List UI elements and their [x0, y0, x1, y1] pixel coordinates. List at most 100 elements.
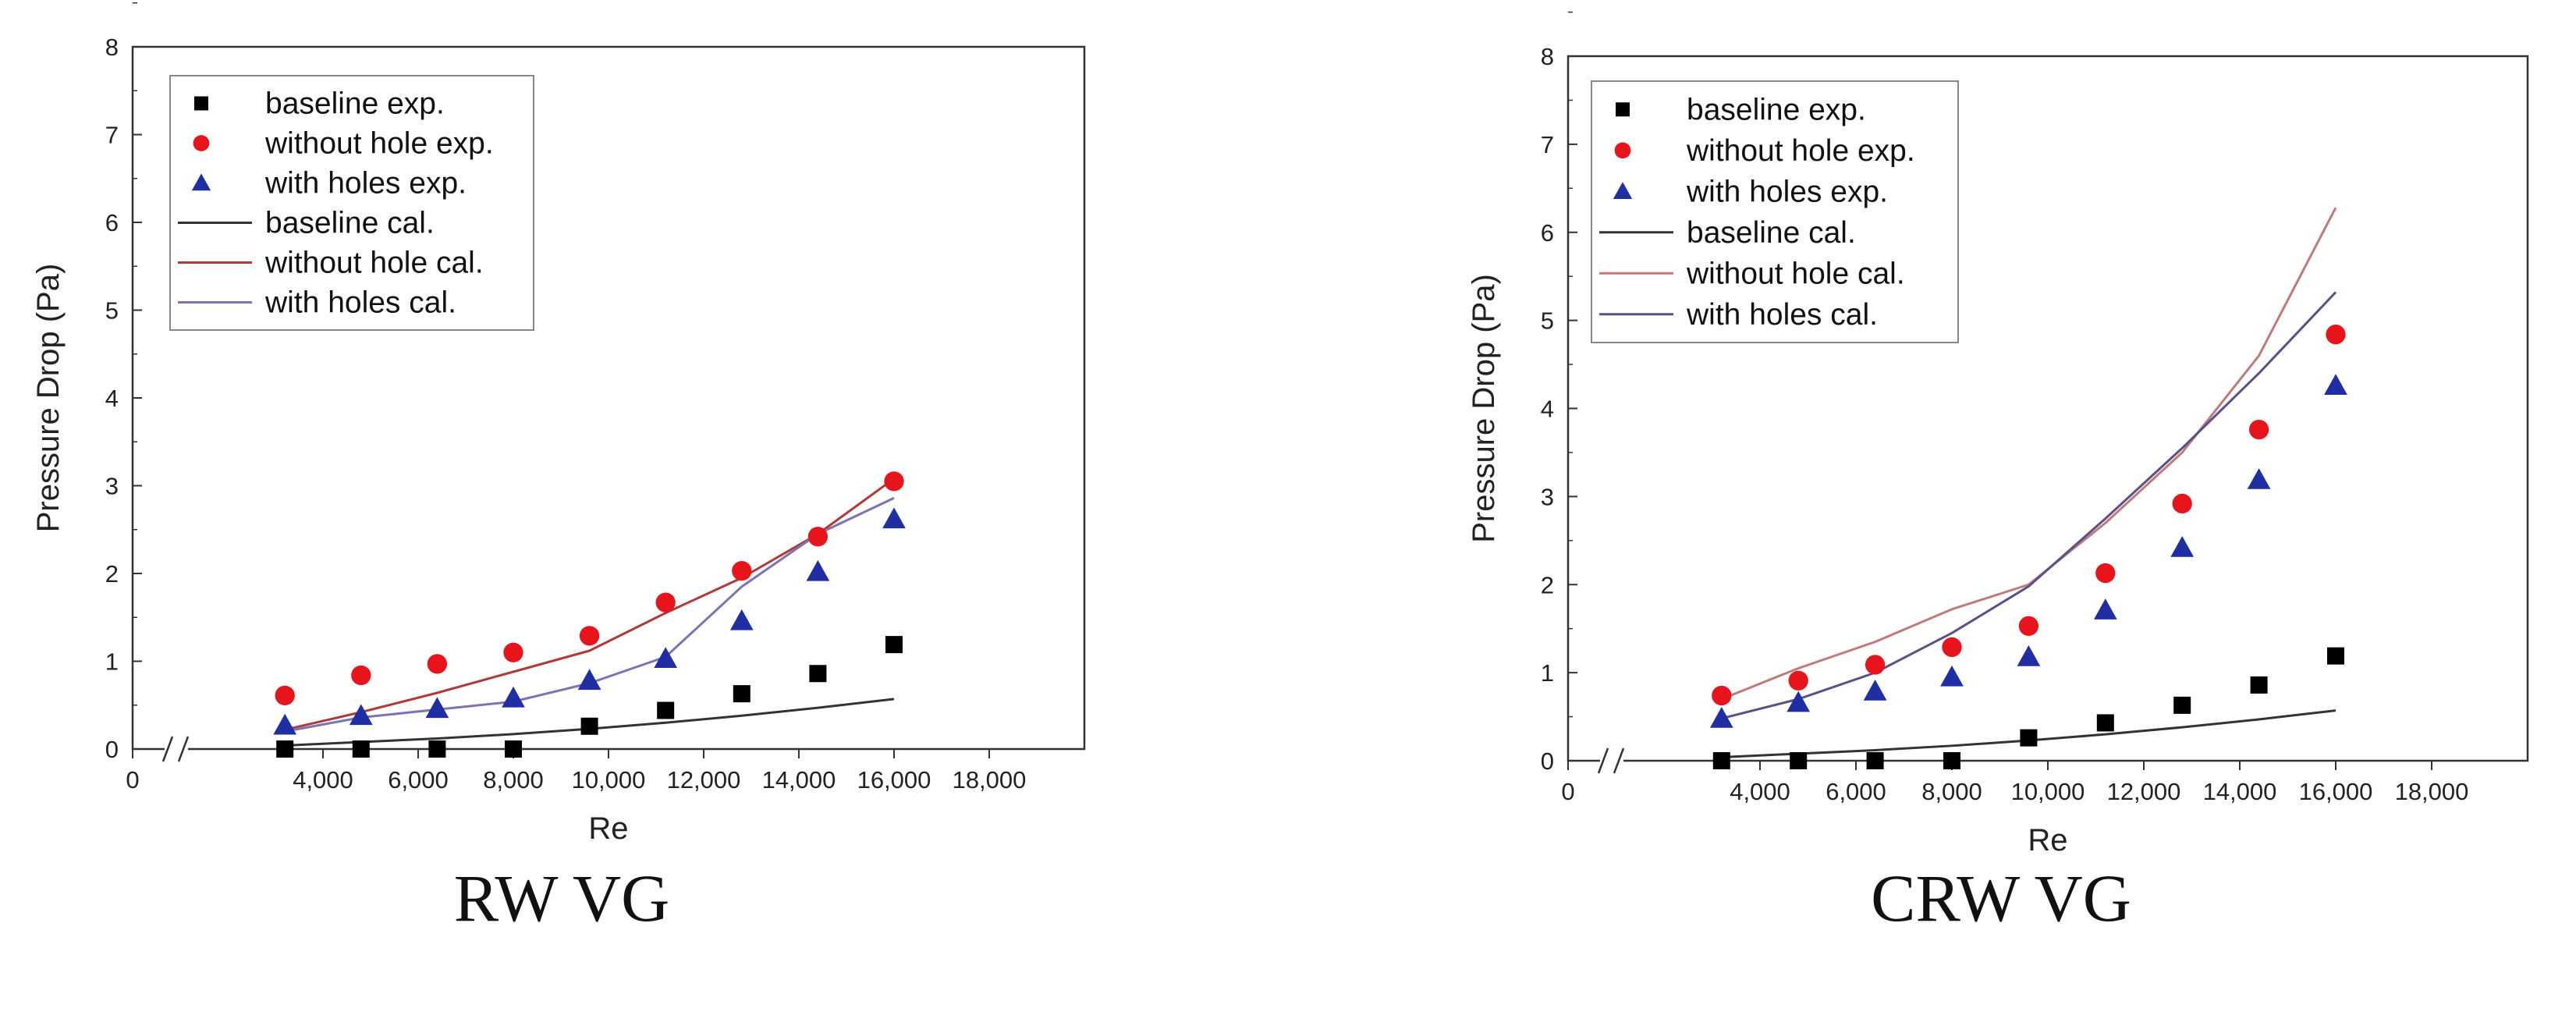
legend-label: with holes cal. [264, 286, 456, 320]
data-point-without-hole-exp [732, 560, 752, 581]
data-point-baseline-exp [1866, 752, 1884, 769]
data-point-with-holes-exp [1940, 665, 1964, 687]
data-point-baseline-exp [733, 685, 750, 703]
series-line-without-hole-cal [284, 478, 895, 731]
y-tick-label: 8 [105, 34, 119, 61]
data-point-without-hole-exp [579, 626, 600, 646]
legend-label: with holes exp. [264, 167, 467, 201]
panel-caption: RW VG [454, 861, 669, 936]
y-tick-label: 7 [105, 122, 119, 149]
legend-label: with holes cal. [1686, 298, 1878, 332]
legend-label: without hole cal. [264, 247, 484, 280]
data-point-without-hole-exp [1865, 655, 1886, 675]
data-point-without-hole-exp [1788, 670, 1808, 691]
data-point-without-hole-exp [1942, 637, 1962, 658]
x-tick-label: 0 [126, 766, 139, 794]
y-tick-label: 8 [1541, 43, 1554, 70]
data-point-with-holes-exp [1787, 691, 1811, 712]
x-tick-label: 10,000 [572, 766, 646, 794]
legend-marker-without-hole-exp [1614, 142, 1631, 159]
y-tick-label: 3 [1541, 483, 1554, 510]
x-tick-label: 6,000 [388, 766, 449, 794]
data-point-baseline-exp [1943, 752, 1960, 769]
data-point-with-holes-exp [2093, 598, 2117, 620]
data-point-without-hole-exp [2095, 563, 2116, 584]
legend-marker-baseline-exp [1616, 102, 1630, 117]
y-tick-label: 6 [105, 209, 119, 236]
legend-label: without hole exp. [264, 127, 494, 161]
data-point-without-hole-exp [2326, 325, 2346, 345]
data-point-baseline-exp [1712, 752, 1730, 769]
y-tick-label: 3 [105, 473, 119, 500]
x-tick-label: 4,000 [293, 766, 353, 794]
data-point-without-hole-exp [655, 592, 676, 612]
axis-break-mark [161, 736, 190, 762]
data-point-with-holes-exp [2017, 644, 2041, 666]
data-point-with-holes-exp [1709, 706, 1733, 728]
x-axis-label: Re [588, 811, 628, 846]
data-point-without-hole-exp [807, 527, 829, 547]
x-axis-label: Re [2028, 823, 2067, 857]
data-point-baseline-exp [580, 717, 598, 735]
data-point-without-hole-exp [351, 665, 371, 686]
legend-label: baseline exp. [1687, 93, 1866, 126]
y-tick-label: 6 [1541, 219, 1554, 247]
axis-break-mark [1597, 747, 1625, 774]
data-point-without-hole-exp [884, 471, 904, 492]
data-point-with-holes-exp [729, 609, 754, 630]
data-point-without-hole-exp [1712, 685, 1732, 706]
data-point-with-holes-exp [882, 507, 906, 529]
x-tick-label: 12,000 [667, 766, 741, 794]
data-point-baseline-exp [2173, 696, 2191, 714]
y-tick-label: 2 [105, 560, 119, 588]
x-tick-label: 8,000 [1921, 778, 1982, 805]
y-axis-label: Pressure Drop (Pa) [1467, 274, 1501, 543]
data-point-without-hole-exp [503, 642, 523, 662]
x-tick-label: 6,000 [1826, 778, 1886, 805]
x-tick-label: 4,000 [1730, 778, 1790, 805]
y-tick-label: 7 [1541, 131, 1554, 158]
data-point-baseline-exp [352, 740, 370, 758]
data-point-baseline-exp [657, 701, 675, 719]
legend-label: baseline exp. [265, 87, 445, 121]
legend-marker-with-holes-exp [191, 173, 211, 191]
y-tick-label: 4 [1541, 396, 1554, 423]
y-tick-label: 5 [105, 297, 119, 325]
legend-label: without hole exp. [1686, 134, 1915, 168]
x-tick-label: 14,000 [762, 766, 836, 794]
y-tick-label: 1 [1541, 659, 1554, 687]
data-point-without-hole-exp [2172, 493, 2192, 514]
data-point-baseline-exp [1790, 752, 1808, 769]
legend-label: without hole cal. [1686, 257, 1905, 290]
data-point-with-holes-exp [273, 713, 297, 735]
data-point-with-holes-exp [654, 647, 678, 669]
data-point-with-holes-exp [425, 697, 449, 719]
x-tick-label: 8,000 [483, 766, 544, 794]
x-tick-label: 14,000 [2203, 778, 2277, 805]
legend-marker-baseline-exp [194, 96, 208, 111]
data-point-baseline-exp [2096, 714, 2114, 732]
x-tick-label: 16,000 [857, 766, 931, 794]
legend: baseline exp. without hole exp. with holes… [1591, 80, 1959, 343]
data-point-baseline-exp [276, 740, 294, 758]
y-tick-label: 0 [105, 736, 119, 763]
legend-marker-without-hole-exp [193, 135, 210, 151]
chart-crw-vg: 0 1 2 3 4 5 6 7 8 0 4,000 6,000 8,000 10,000 12,000 14,… [1467, 11, 2529, 936]
y-axis-label: Pressure Drop (Pa) [31, 264, 66, 533]
data-point-baseline-exp [885, 636, 903, 654]
data-point-with-holes-exp [349, 704, 373, 726]
data-point-baseline-exp [809, 665, 827, 683]
data-point-baseline-exp [505, 740, 522, 758]
legend-label: baseline cal. [265, 207, 435, 240]
legend: baseline exp. without hole exp. with holes… [169, 75, 534, 331]
data-point-without-hole-exp [427, 654, 448, 674]
data-point-baseline-exp [2250, 676, 2268, 694]
legend-box [1591, 80, 1959, 343]
y-tick-label: 0 [1541, 747, 1554, 775]
data-point-with-holes-exp [2170, 535, 2195, 557]
series-line-with-holes-cal [284, 496, 895, 733]
data-point-with-holes-exp [502, 686, 525, 708]
legend-box [169, 75, 534, 331]
legend-marker-with-holes-exp [1613, 182, 1633, 199]
